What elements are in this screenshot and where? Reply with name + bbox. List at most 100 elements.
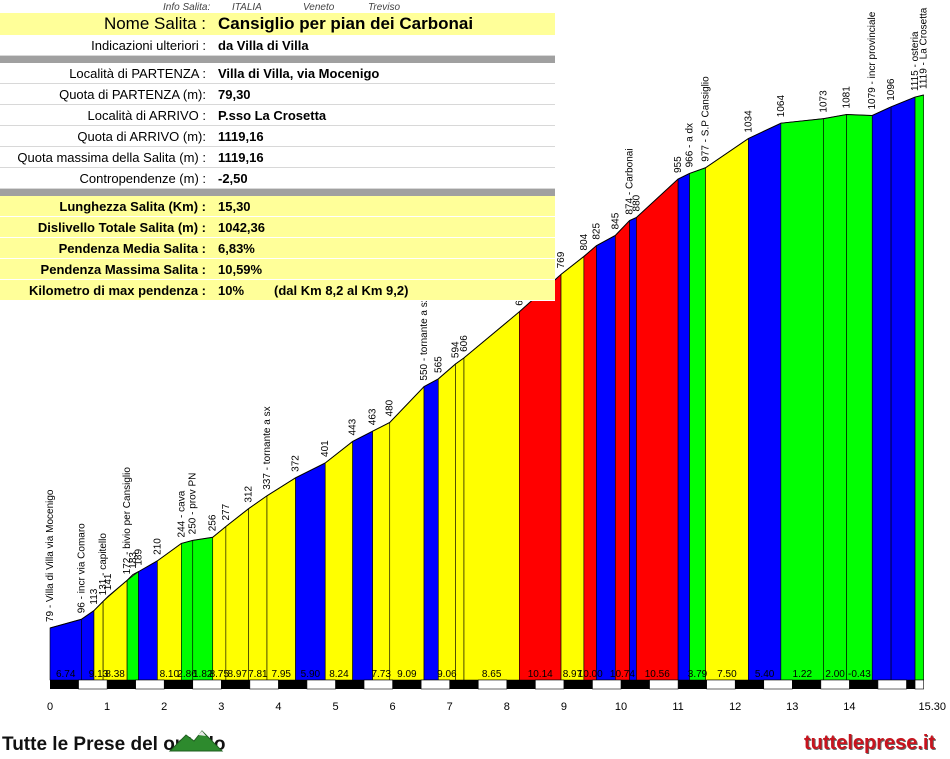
scale-light: [78, 679, 108, 690]
x-tick-label: 11: [672, 701, 683, 713]
segment-green: [846, 114, 873, 681]
scale-light: [535, 679, 565, 690]
info-value: P.sso La Crosetta: [218, 107, 327, 123]
info-label: Quota massima della Salita (m) :: [17, 149, 206, 165]
segment-blue: [871, 106, 892, 681]
grade-label: 8.97: [228, 669, 248, 680]
scale-light: [914, 679, 924, 690]
point-label: 96 - incr via Comaro: [76, 523, 87, 613]
point-label: 256: [208, 514, 219, 531]
scale-dark: [563, 680, 593, 689]
info-label: Località di PARTENZA :: [69, 65, 206, 81]
point-label: 401: [320, 440, 331, 457]
segment-yellow: [266, 477, 296, 681]
site-link[interactable]: tutteleprese.it: [804, 732, 936, 754]
scale-light: [420, 679, 450, 690]
logo-text: Tutte le Prese del ontello: [2, 734, 226, 755]
x-tick-label: 5: [332, 701, 338, 713]
info-row: Quota massima della Salita (m) : 1119,16: [0, 147, 555, 168]
segment-blue: [295, 462, 326, 681]
scale-light: [820, 679, 850, 690]
grade-label: 8.65: [482, 669, 502, 680]
x-tick-label: 1: [104, 701, 110, 713]
stat-label: Kilometro di max pendenza :: [29, 282, 206, 298]
point-label: 1064: [776, 95, 787, 118]
segment-fills: [49, 94, 924, 681]
scale-dark: [735, 680, 764, 689]
indication-label: Indicazioni ulteriori :: [91, 37, 206, 53]
info-row: Quota di ARRIVO (m): 1119,16: [0, 126, 555, 147]
point-label: 189: [134, 549, 145, 566]
segment-yellow: [389, 385, 425, 681]
info-label: Quota di ARRIVO (m):: [77, 128, 206, 144]
point-label: 113: [89, 588, 100, 604]
scale-light: [249, 679, 279, 690]
header-country: ITALIA: [232, 2, 262, 13]
separator: [0, 189, 555, 196]
grade-label: 8.10: [160, 669, 180, 680]
scale-light: [363, 679, 393, 690]
x-axis-ticks: 0 1 2 3 4 5 6 7 8 9 10 11 12 13 14 15.30: [47, 701, 946, 713]
stat-row: Lunghezza Salita (Km) : 15,30: [0, 196, 555, 217]
point-label: 880: [631, 194, 642, 211]
grade-labels: 6.74 9.138.38 8.102.861.828.758.97 7.81 7.95…: [56, 669, 871, 680]
point-label: 463: [368, 408, 379, 425]
stat-label: Dislivello Totale Salita (m) :: [37, 219, 206, 235]
segment-red: [519, 273, 562, 681]
scale-light: [477, 679, 508, 690]
info-value: 79,30: [218, 86, 251, 102]
point-label: 1096: [886, 78, 897, 101]
segment-blue: [423, 378, 439, 681]
grade-label: 2.86: [177, 669, 197, 680]
grade-label: 7.81: [248, 669, 268, 680]
point-label: 550 - tornante a sx: [419, 297, 430, 380]
x-tick-label: 13: [786, 701, 798, 713]
segment-yellow: [372, 421, 391, 681]
stat-row: Dislivello Totale Salita (m) : 1042,36: [0, 217, 555, 238]
grade-label: 10.56: [645, 669, 670, 680]
point-label: 210: [152, 538, 163, 555]
point-label: 250 - prov PN: [188, 473, 199, 535]
x-tick-label: 4: [275, 701, 281, 713]
grade-label: 3.79: [688, 669, 708, 680]
point-label: 372: [291, 455, 302, 472]
grade-label: 6.74: [56, 669, 76, 680]
grade-label: 7.50: [717, 669, 737, 680]
grade-label: 10.74: [610, 669, 635, 680]
point-label: 337 - tornante a sx: [262, 406, 273, 489]
point-label: 480: [385, 399, 396, 416]
segment-blue: [629, 217, 637, 681]
segment-red: [636, 178, 679, 681]
header-info: Info Salita:: [163, 2, 211, 13]
segment-green: [126, 571, 139, 681]
grade-label: 8.75: [210, 669, 230, 680]
info-row: Località di PARTENZA : Villa di Villa, vi…: [0, 63, 555, 84]
x-tick-label: 0: [47, 701, 53, 713]
info-value: 1119,16: [218, 128, 264, 144]
scale-dark: [621, 680, 650, 689]
scale-dark: [678, 680, 707, 689]
scale-light: [877, 679, 907, 690]
point-label: 1073: [819, 90, 830, 113]
segment-green: [780, 118, 825, 681]
scale-dark: [335, 680, 365, 689]
grade-label: 2.00: [825, 669, 845, 680]
x-tick-label: 3: [218, 701, 224, 713]
segment-yellow: [225, 507, 250, 681]
segment-blue: [138, 560, 158, 681]
info-row: Località di ARRIVO : P.sso La Crosetta: [0, 105, 555, 126]
point-label: 277: [221, 503, 232, 520]
scale-dark: [849, 680, 878, 689]
stat-value: 10,59%: [218, 261, 263, 277]
point-label: 874 - Carbonai: [625, 148, 636, 214]
info-label: Contropendenze (m) :: [79, 170, 206, 186]
name-label: Nome Salita :: [103, 14, 206, 33]
x-tick-label: 8: [504, 701, 510, 713]
grade-label: 9.09: [397, 669, 417, 680]
km-scale-bar: [50, 679, 924, 690]
segment-blue: [352, 430, 373, 681]
segment-blue: [596, 234, 616, 681]
info-value: -2,50: [218, 170, 248, 186]
point-label: 1081: [842, 86, 853, 109]
